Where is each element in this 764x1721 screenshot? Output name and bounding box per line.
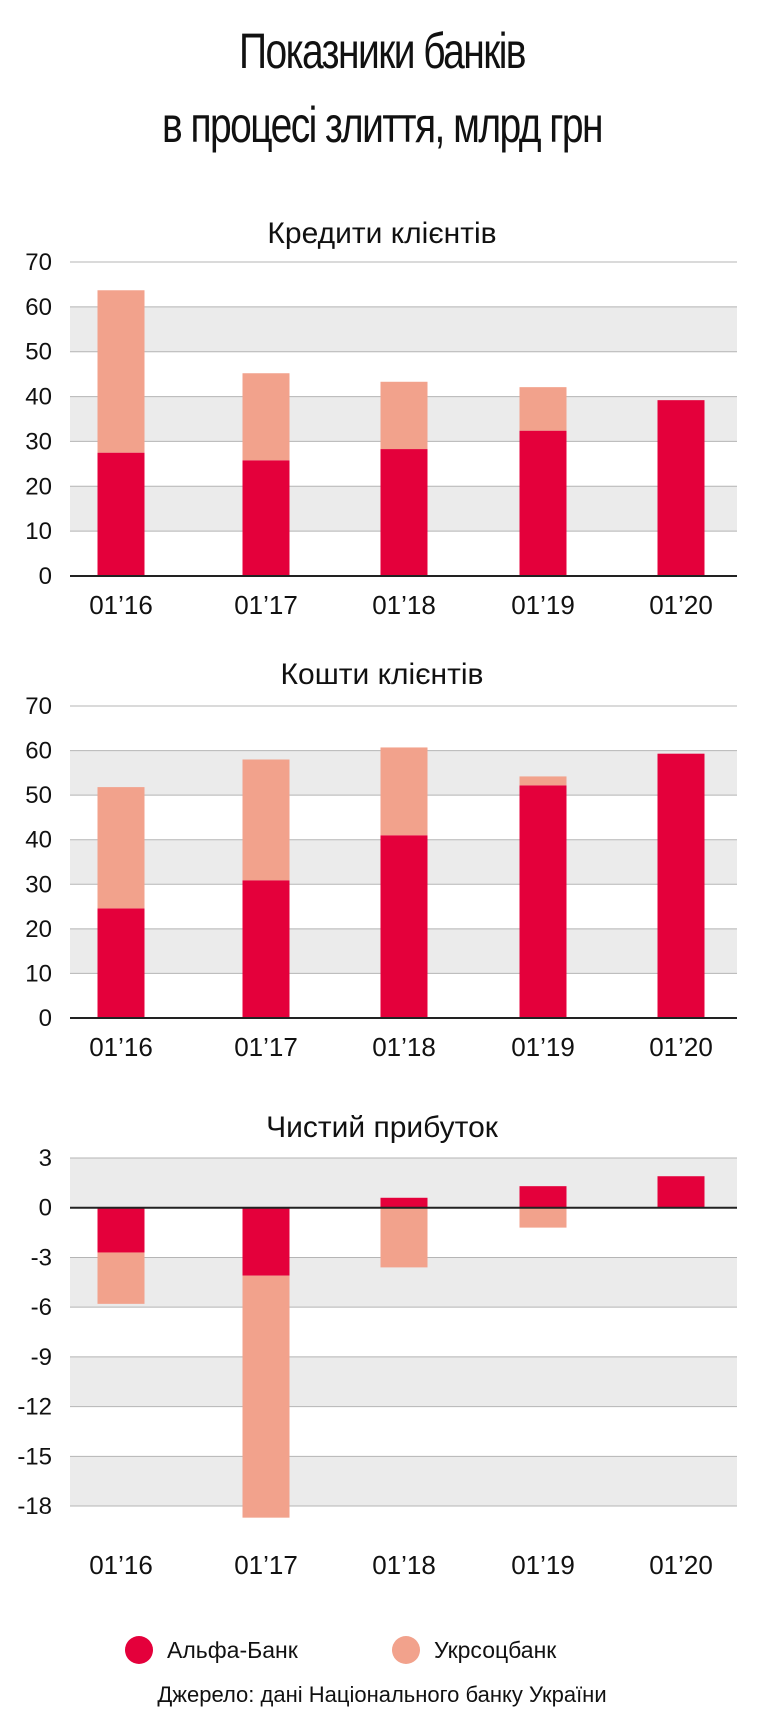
title-line-1: Показники банків xyxy=(239,23,527,79)
source-note: Джерело: дані Національного банку Україн… xyxy=(157,1682,607,1707)
main-title: Показники банків в процесі злиття, млрд … xyxy=(0,14,764,162)
chart3-category-label: 01’17 xyxy=(234,1550,298,1580)
chart2-ytick-label: 10 xyxy=(25,960,52,987)
chart3-bar-ukrsots-01-19 xyxy=(519,1207,567,1228)
chart1-bar-ukrsots-01-19 xyxy=(519,387,567,431)
chart2-ytick-label: 70 xyxy=(25,693,52,720)
chart1-category-label: 01’19 xyxy=(511,590,575,620)
chart3-ytick-label: -15 xyxy=(17,1443,52,1470)
chart2-ytick-label: 0 xyxy=(39,1005,52,1032)
chart1-bar-alfa-01-17 xyxy=(242,460,290,576)
chart2-category-label: 01’20 xyxy=(649,1032,713,1062)
legend: Альфа-Банк Укрсоцбанк xyxy=(0,1636,764,1676)
chart2-bar-alfa-01-17 xyxy=(242,880,290,1018)
chart2-bar-alfa-01-20 xyxy=(657,753,705,1018)
chart2-category-label: 01’17 xyxy=(234,1032,298,1062)
chart1-category-label: 01’17 xyxy=(234,590,298,620)
chart2-category-label: 01’16 xyxy=(89,1032,153,1062)
chart3-bar-alfa-01-18 xyxy=(380,1197,428,1208)
chart3-category-label: 01’20 xyxy=(649,1550,713,1580)
chart3-ytick-label: -6 xyxy=(31,1294,52,1321)
chart2-ytick-label: 60 xyxy=(25,738,52,765)
chart2-bar-alfa-01-16 xyxy=(97,908,145,1018)
chart1-ytick-label: 10 xyxy=(25,518,52,545)
chart1-ytick-label: 0 xyxy=(39,563,52,590)
legend-swatch-alfa xyxy=(125,1636,153,1664)
chart1-ytick-label: 70 xyxy=(25,249,52,276)
chart3-bar-alfa-01-19 xyxy=(519,1186,567,1208)
chart3-bar-ukrsots-01-18 xyxy=(380,1207,428,1268)
chart1-ytick-label: 20 xyxy=(25,473,52,500)
chart2-category-label: 01’19 xyxy=(511,1032,575,1062)
title-line-2: в процесі злиття, млрд грн xyxy=(162,97,604,153)
chart2-bar-ukrsots-01-17 xyxy=(242,759,290,881)
chart3-grid-band xyxy=(70,1456,737,1507)
chart3-category-label: 01’18 xyxy=(372,1550,436,1580)
chart2-bar-ukrsots-01-18 xyxy=(380,747,428,836)
chart3-ytick-label: 3 xyxy=(39,1145,52,1172)
chart3-title: Чистий прибуток xyxy=(266,1111,499,1144)
chart1-bar-alfa-01-18 xyxy=(380,449,428,576)
chart3-bar-ukrsots-01-16 xyxy=(97,1252,145,1304)
chart3-bar-ukrsots-01-17 xyxy=(242,1275,290,1518)
chart1-ytick-label: 50 xyxy=(25,339,52,366)
chart1-ytick-label: 40 xyxy=(25,384,52,411)
chart2-bar-alfa-01-18 xyxy=(380,835,428,1018)
chart3-ytick-label: -12 xyxy=(17,1394,52,1421)
chart2-ytick-label: 30 xyxy=(25,871,52,898)
legend-label-alfa: Альфа-Банк xyxy=(167,1636,298,1663)
chart3-ytick-label: -18 xyxy=(17,1493,52,1520)
chart1-bar-ukrsots-01-18 xyxy=(380,381,428,450)
chart3-bar-alfa-01-20 xyxy=(657,1176,705,1208)
chart1-bar-alfa-01-19 xyxy=(519,430,567,576)
chart1-bar-ukrsots-01-16 xyxy=(97,290,145,453)
chart3-bar-alfa-01-16 xyxy=(97,1207,145,1253)
chart1-bar-alfa-01-16 xyxy=(97,452,145,576)
chart2-ytick-label: 40 xyxy=(25,827,52,854)
chart1-category-label: 01’20 xyxy=(649,590,713,620)
chart3-grid-band xyxy=(70,1356,737,1407)
chart1-bar-ukrsots-01-17 xyxy=(242,373,290,461)
chart2-bar-alfa-01-19 xyxy=(519,785,567,1018)
chart2-category-label: 01’18 xyxy=(372,1032,436,1062)
chart3-bar-alfa-01-17 xyxy=(242,1207,290,1276)
chart3-ytick-label: -3 xyxy=(31,1244,52,1271)
chart1-category-label: 01’18 xyxy=(372,590,436,620)
chart2-bar-ukrsots-01-19 xyxy=(519,776,567,786)
chart1-grid-band xyxy=(70,306,737,352)
legend-item-ukrsots: Укрсоцбанк xyxy=(392,1636,556,1664)
chart1-category-label: 01’16 xyxy=(89,590,153,620)
chart2-title: Кошти клієнтів xyxy=(281,658,484,691)
chart2-bar-ukrsots-01-16 xyxy=(97,787,145,909)
chart3-category-label: 01’16 xyxy=(89,1550,153,1580)
chart2-ytick-label: 20 xyxy=(25,916,52,943)
chart3-ytick-label: 0 xyxy=(39,1195,52,1222)
legend-label-ukrsots: Укрсоцбанк xyxy=(434,1636,557,1663)
chart2-ytick-label: 50 xyxy=(25,782,52,809)
chart1-ytick-label: 60 xyxy=(25,294,52,321)
chart3-ytick-label: -9 xyxy=(31,1344,52,1371)
chart1-ytick-label: 30 xyxy=(25,428,52,455)
chart3-category-label: 01’19 xyxy=(511,1550,575,1580)
chart1-bar-alfa-01-20 xyxy=(657,400,705,576)
legend-swatch-ukrsots xyxy=(392,1636,420,1664)
legend-item-alfa: Альфа-Банк xyxy=(125,1636,298,1664)
chart1-title: Кредити клієнтів xyxy=(267,217,496,250)
